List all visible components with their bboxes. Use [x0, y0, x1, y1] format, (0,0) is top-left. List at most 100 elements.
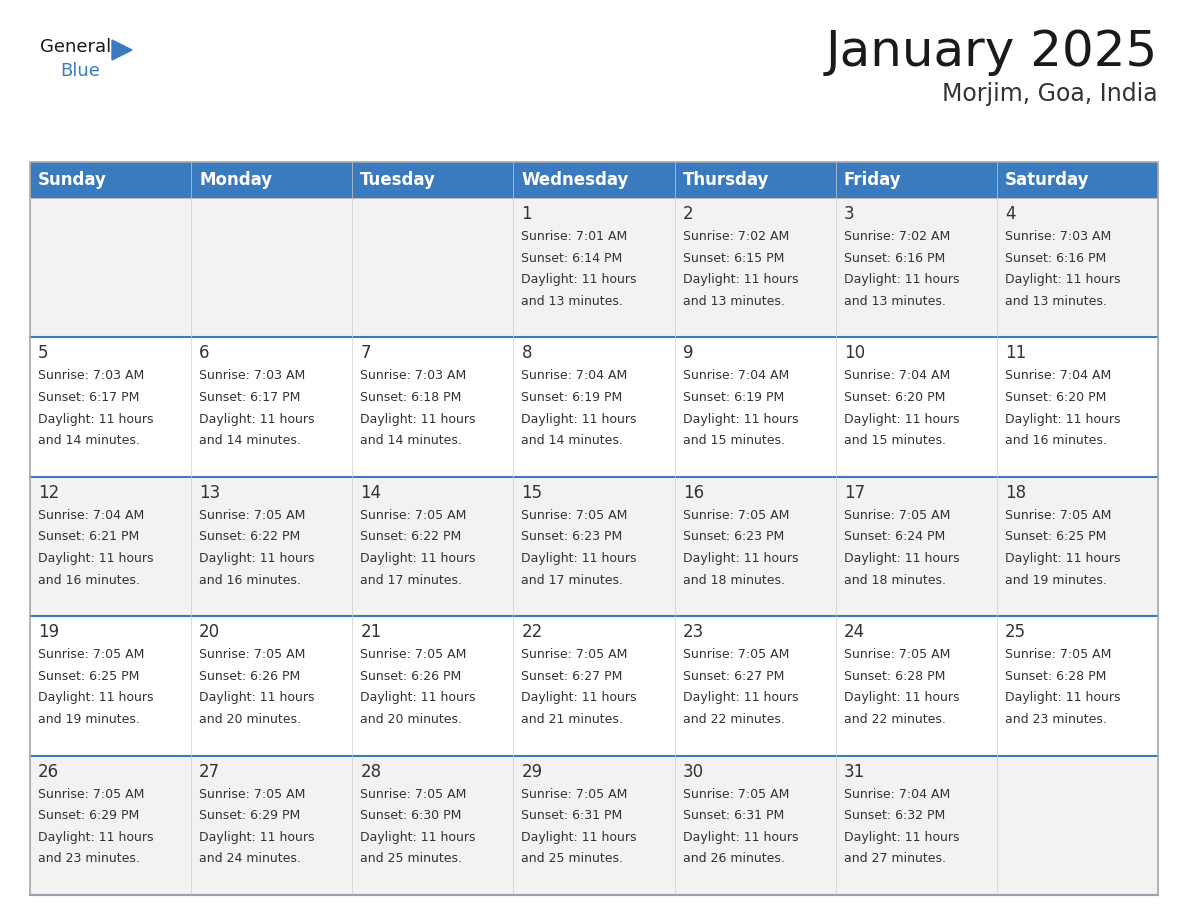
- Text: January 2025: January 2025: [826, 28, 1158, 76]
- Text: and 24 minutes.: and 24 minutes.: [200, 853, 301, 866]
- Text: Daylight: 11 hours: Daylight: 11 hours: [683, 831, 798, 844]
- Bar: [835, 162, 997, 198]
- Bar: [191, 162, 353, 198]
- Text: Sunrise: 7:05 AM: Sunrise: 7:05 AM: [522, 509, 628, 521]
- Text: and 13 minutes.: and 13 minutes.: [683, 295, 784, 308]
- Text: Sunset: 6:31 PM: Sunset: 6:31 PM: [683, 810, 784, 823]
- Text: Sunset: 6:16 PM: Sunset: 6:16 PM: [1005, 252, 1106, 264]
- Text: Sunrise: 7:05 AM: Sunrise: 7:05 AM: [360, 509, 467, 521]
- Bar: [997, 616, 1158, 756]
- Text: Sunrise: 7:05 AM: Sunrise: 7:05 AM: [360, 788, 467, 800]
- Text: Daylight: 11 hours: Daylight: 11 hours: [843, 831, 959, 844]
- Text: Sunday: Sunday: [38, 171, 107, 189]
- Text: and 25 minutes.: and 25 minutes.: [522, 853, 624, 866]
- Text: Daylight: 11 hours: Daylight: 11 hours: [200, 691, 315, 704]
- Text: 3: 3: [843, 205, 854, 223]
- Text: Daylight: 11 hours: Daylight: 11 hours: [38, 691, 153, 704]
- Text: 27: 27: [200, 763, 220, 780]
- Bar: [513, 476, 675, 616]
- Bar: [997, 338, 1158, 476]
- Text: Sunset: 6:25 PM: Sunset: 6:25 PM: [1005, 531, 1106, 543]
- Text: Sunset: 6:20 PM: Sunset: 6:20 PM: [1005, 391, 1106, 404]
- Text: Blue: Blue: [61, 62, 100, 80]
- Bar: [835, 616, 997, 756]
- Text: 17: 17: [843, 484, 865, 502]
- Bar: [513, 198, 675, 338]
- Bar: [353, 476, 513, 616]
- Text: Sunrise: 7:05 AM: Sunrise: 7:05 AM: [1005, 648, 1111, 661]
- Text: Sunset: 6:30 PM: Sunset: 6:30 PM: [360, 810, 462, 823]
- Text: Sunset: 6:29 PM: Sunset: 6:29 PM: [38, 810, 139, 823]
- Text: General: General: [40, 38, 112, 56]
- Text: 11: 11: [1005, 344, 1026, 363]
- Text: 19: 19: [38, 623, 59, 641]
- Text: Sunrise: 7:05 AM: Sunrise: 7:05 AM: [843, 509, 950, 521]
- Text: Daylight: 11 hours: Daylight: 11 hours: [360, 691, 476, 704]
- Text: Sunrise: 7:04 AM: Sunrise: 7:04 AM: [843, 369, 950, 383]
- Bar: [191, 198, 353, 338]
- Text: and 19 minutes.: and 19 minutes.: [38, 713, 140, 726]
- Text: and 18 minutes.: and 18 minutes.: [843, 574, 946, 587]
- Text: Daylight: 11 hours: Daylight: 11 hours: [683, 552, 798, 565]
- Text: and 26 minutes.: and 26 minutes.: [683, 853, 784, 866]
- Text: Sunset: 6:22 PM: Sunset: 6:22 PM: [360, 531, 462, 543]
- Text: Daylight: 11 hours: Daylight: 11 hours: [200, 552, 315, 565]
- Text: Daylight: 11 hours: Daylight: 11 hours: [843, 552, 959, 565]
- Bar: [353, 198, 513, 338]
- Text: Friday: Friday: [843, 171, 902, 189]
- Text: 31: 31: [843, 763, 865, 780]
- Text: Sunrise: 7:03 AM: Sunrise: 7:03 AM: [38, 369, 144, 383]
- Text: Sunrise: 7:05 AM: Sunrise: 7:05 AM: [522, 648, 628, 661]
- Text: 30: 30: [683, 763, 703, 780]
- Text: Daylight: 11 hours: Daylight: 11 hours: [38, 413, 153, 426]
- Text: and 16 minutes.: and 16 minutes.: [1005, 434, 1107, 447]
- Bar: [30, 162, 191, 198]
- Text: 4: 4: [1005, 205, 1016, 223]
- Text: Daylight: 11 hours: Daylight: 11 hours: [843, 413, 959, 426]
- Bar: [835, 338, 997, 476]
- Bar: [353, 162, 513, 198]
- Text: Sunset: 6:26 PM: Sunset: 6:26 PM: [200, 670, 301, 683]
- Text: Daylight: 11 hours: Daylight: 11 hours: [683, 274, 798, 286]
- Text: and 16 minutes.: and 16 minutes.: [38, 574, 140, 587]
- Text: Sunset: 6:31 PM: Sunset: 6:31 PM: [522, 810, 623, 823]
- Text: Sunset: 6:20 PM: Sunset: 6:20 PM: [843, 391, 946, 404]
- Text: Sunset: 6:19 PM: Sunset: 6:19 PM: [683, 391, 784, 404]
- Bar: [30, 476, 191, 616]
- Text: and 17 minutes.: and 17 minutes.: [522, 574, 624, 587]
- Text: Sunset: 6:23 PM: Sunset: 6:23 PM: [522, 531, 623, 543]
- Text: Sunset: 6:16 PM: Sunset: 6:16 PM: [843, 252, 944, 264]
- Text: 1: 1: [522, 205, 532, 223]
- Text: Sunrise: 7:05 AM: Sunrise: 7:05 AM: [683, 509, 789, 521]
- Bar: [353, 756, 513, 895]
- Bar: [675, 338, 835, 476]
- Text: Sunset: 6:32 PM: Sunset: 6:32 PM: [843, 810, 944, 823]
- Text: 26: 26: [38, 763, 59, 780]
- Text: Sunset: 6:14 PM: Sunset: 6:14 PM: [522, 252, 623, 264]
- Text: Sunset: 6:27 PM: Sunset: 6:27 PM: [522, 670, 623, 683]
- Text: and 14 minutes.: and 14 minutes.: [522, 434, 624, 447]
- Text: and 14 minutes.: and 14 minutes.: [38, 434, 140, 447]
- Bar: [997, 162, 1158, 198]
- Bar: [675, 476, 835, 616]
- Bar: [191, 616, 353, 756]
- Bar: [30, 198, 191, 338]
- Text: 13: 13: [200, 484, 221, 502]
- Text: and 25 minutes.: and 25 minutes.: [360, 853, 462, 866]
- Bar: [997, 756, 1158, 895]
- Text: and 15 minutes.: and 15 minutes.: [683, 434, 784, 447]
- Bar: [30, 756, 191, 895]
- Text: Sunrise: 7:05 AM: Sunrise: 7:05 AM: [683, 788, 789, 800]
- Text: Sunset: 6:19 PM: Sunset: 6:19 PM: [522, 391, 623, 404]
- Text: 8: 8: [522, 344, 532, 363]
- Bar: [675, 198, 835, 338]
- Text: 21: 21: [360, 623, 381, 641]
- Text: Daylight: 11 hours: Daylight: 11 hours: [1005, 552, 1120, 565]
- Text: Sunrise: 7:04 AM: Sunrise: 7:04 AM: [843, 788, 950, 800]
- Text: Sunrise: 7:05 AM: Sunrise: 7:05 AM: [843, 648, 950, 661]
- Text: Daylight: 11 hours: Daylight: 11 hours: [843, 274, 959, 286]
- Text: 28: 28: [360, 763, 381, 780]
- Text: 15: 15: [522, 484, 543, 502]
- Text: Sunrise: 7:01 AM: Sunrise: 7:01 AM: [522, 230, 627, 243]
- Polygon shape: [112, 40, 132, 60]
